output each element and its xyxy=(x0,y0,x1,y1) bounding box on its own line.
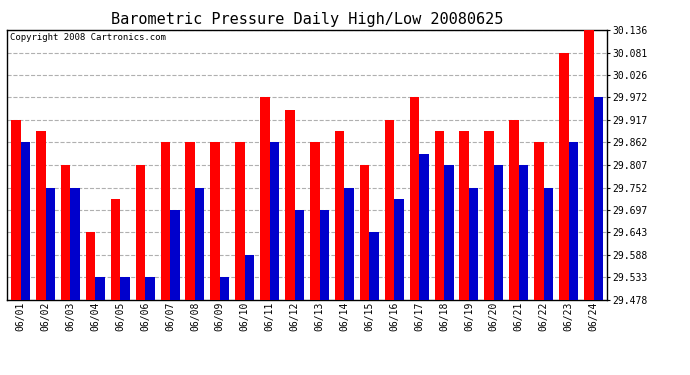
Bar xyxy=(494,165,503,300)
Bar xyxy=(161,142,170,300)
Bar xyxy=(544,188,553,300)
Bar xyxy=(46,188,55,300)
Bar xyxy=(220,278,229,300)
Bar xyxy=(344,188,354,300)
Bar xyxy=(559,53,569,300)
Bar xyxy=(11,120,21,300)
Bar xyxy=(360,165,369,300)
Bar xyxy=(460,131,469,300)
Bar xyxy=(210,142,220,300)
Bar xyxy=(484,131,494,300)
Bar xyxy=(61,165,70,300)
Bar xyxy=(136,165,145,300)
Bar xyxy=(245,255,254,300)
Bar xyxy=(369,232,379,300)
Bar xyxy=(435,131,444,300)
Bar xyxy=(593,97,603,300)
Bar xyxy=(95,278,105,300)
Bar xyxy=(419,153,428,300)
Bar xyxy=(310,142,319,300)
Bar xyxy=(335,131,344,300)
Bar xyxy=(385,120,394,300)
Bar xyxy=(270,142,279,300)
Bar xyxy=(36,131,46,300)
Bar xyxy=(295,210,304,300)
Bar xyxy=(260,97,270,300)
Bar xyxy=(319,210,329,300)
Bar xyxy=(21,142,30,300)
Bar xyxy=(170,210,179,300)
Bar xyxy=(111,199,120,300)
Bar xyxy=(145,278,155,300)
Bar xyxy=(469,188,478,300)
Bar xyxy=(444,165,453,300)
Bar xyxy=(235,142,245,300)
Bar xyxy=(394,199,404,300)
Bar xyxy=(584,30,593,300)
Bar xyxy=(410,97,419,300)
Bar xyxy=(195,188,204,300)
Bar xyxy=(70,188,80,300)
Title: Barometric Pressure Daily High/Low 20080625: Barometric Pressure Daily High/Low 20080… xyxy=(111,12,503,27)
Bar xyxy=(519,165,529,300)
Text: Copyright 2008 Cartronics.com: Copyright 2008 Cartronics.com xyxy=(10,33,166,42)
Bar xyxy=(509,120,519,300)
Bar xyxy=(120,278,130,300)
Bar xyxy=(534,142,544,300)
Bar xyxy=(86,232,95,300)
Bar xyxy=(569,142,578,300)
Bar xyxy=(186,142,195,300)
Bar xyxy=(285,110,295,300)
